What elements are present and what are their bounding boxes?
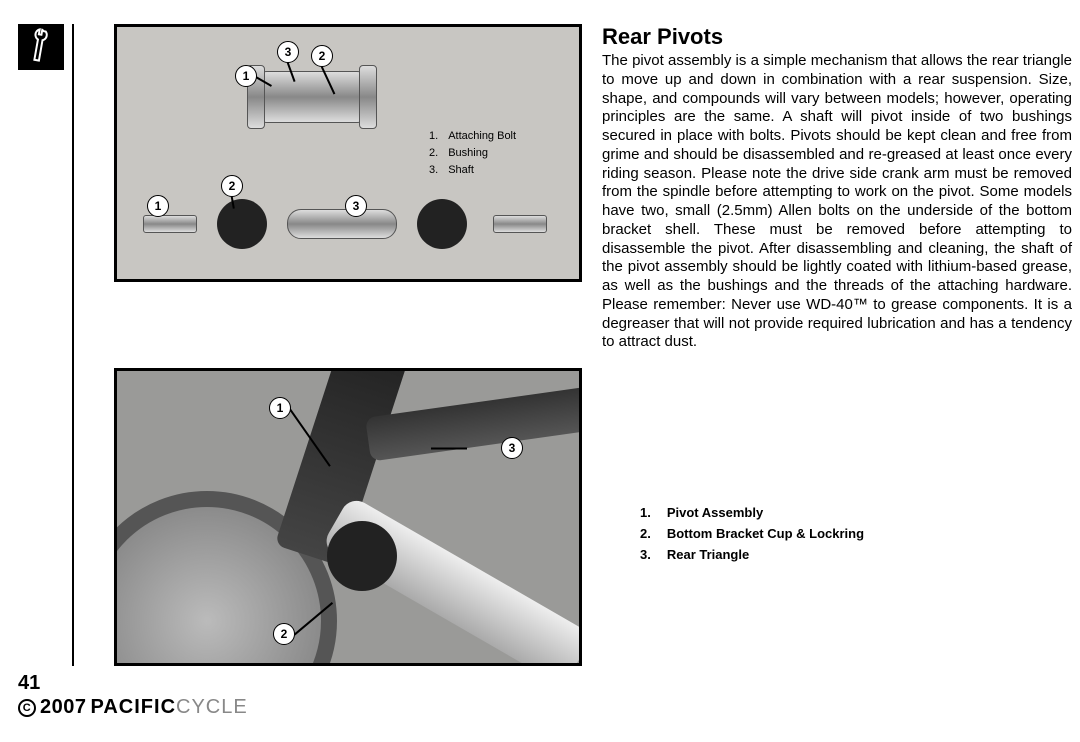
callout-2: 2 <box>311 45 333 67</box>
section-icon-box <box>18 24 64 70</box>
callout-f2-3: 3 <box>501 437 523 459</box>
body-paragraph: The pivot assembly is a simple mechanism… <box>602 52 1072 352</box>
callout-num: 1 <box>277 401 284 415</box>
figure2-legend: 1.Pivot Assembly 2.Bottom Bracket Cup & … <box>638 502 866 567</box>
callout-num: 2 <box>229 179 236 193</box>
section-heading: Rear Pivots <box>602 24 1072 50</box>
legend-num: 1. <box>429 129 446 144</box>
callout-num: 3 <box>285 45 292 59</box>
legend-num: 2. <box>429 146 446 161</box>
callout-2b: 2 <box>221 175 243 197</box>
callout-num: 2 <box>319 49 326 63</box>
callout-num: 1 <box>155 199 162 213</box>
callout-num: 2 <box>281 627 288 641</box>
brand-light: CYCLE <box>176 696 248 718</box>
figure1-legend: 1.Attaching Bolt 2.Bushing 3.Shaft <box>427 127 518 180</box>
callout-f2-1: 1 <box>269 397 291 419</box>
callout-f2-2: 2 <box>273 623 295 645</box>
wrench-icon <box>17 23 64 70</box>
legend-num: 1. <box>640 504 665 523</box>
copyright-icon: C <box>18 699 36 717</box>
legend-num: 3. <box>640 546 665 565</box>
callout-num: 3 <box>509 441 516 455</box>
callout-3: 3 <box>277 41 299 63</box>
legend-label: Attaching Bolt <box>448 129 516 144</box>
vertical-rule <box>72 24 74 666</box>
brand-bold: PACIFIC <box>91 696 177 718</box>
figure-pivot-installed: 1 3 2 <box>114 368 582 666</box>
callout-num: 3 <box>353 199 360 213</box>
figure-pivot-parts: 1 3 2 1 2 3 1.Attaching Bolt 2.Bushing 3… <box>114 24 582 282</box>
footer-year: 2007 <box>40 696 87 719</box>
legend-label: Bushing <box>448 146 516 161</box>
manual-page: 1 3 2 1 2 3 1.Attaching Bolt 2.Bushing 3… <box>18 24 1062 724</box>
callout-num: 1 <box>243 69 250 83</box>
callout-1: 1 <box>235 65 257 87</box>
legend-label: Bottom Bracket Cup & Lockring <box>667 525 864 544</box>
legend-label: Shaft <box>448 163 516 178</box>
legend-label: Rear Triangle <box>667 546 864 565</box>
legend-label: Pivot Assembly <box>667 504 864 523</box>
callout-3b: 3 <box>345 195 367 217</box>
legend-num: 2. <box>640 525 665 544</box>
callout-1b: 1 <box>147 195 169 217</box>
legend-num: 3. <box>429 163 446 178</box>
footer-brand: C 2007 PACIFICCYCLE <box>18 696 248 719</box>
page-number: 41 <box>18 672 40 695</box>
text-column: Rear Pivots The pivot assembly is a simp… <box>602 24 1072 352</box>
